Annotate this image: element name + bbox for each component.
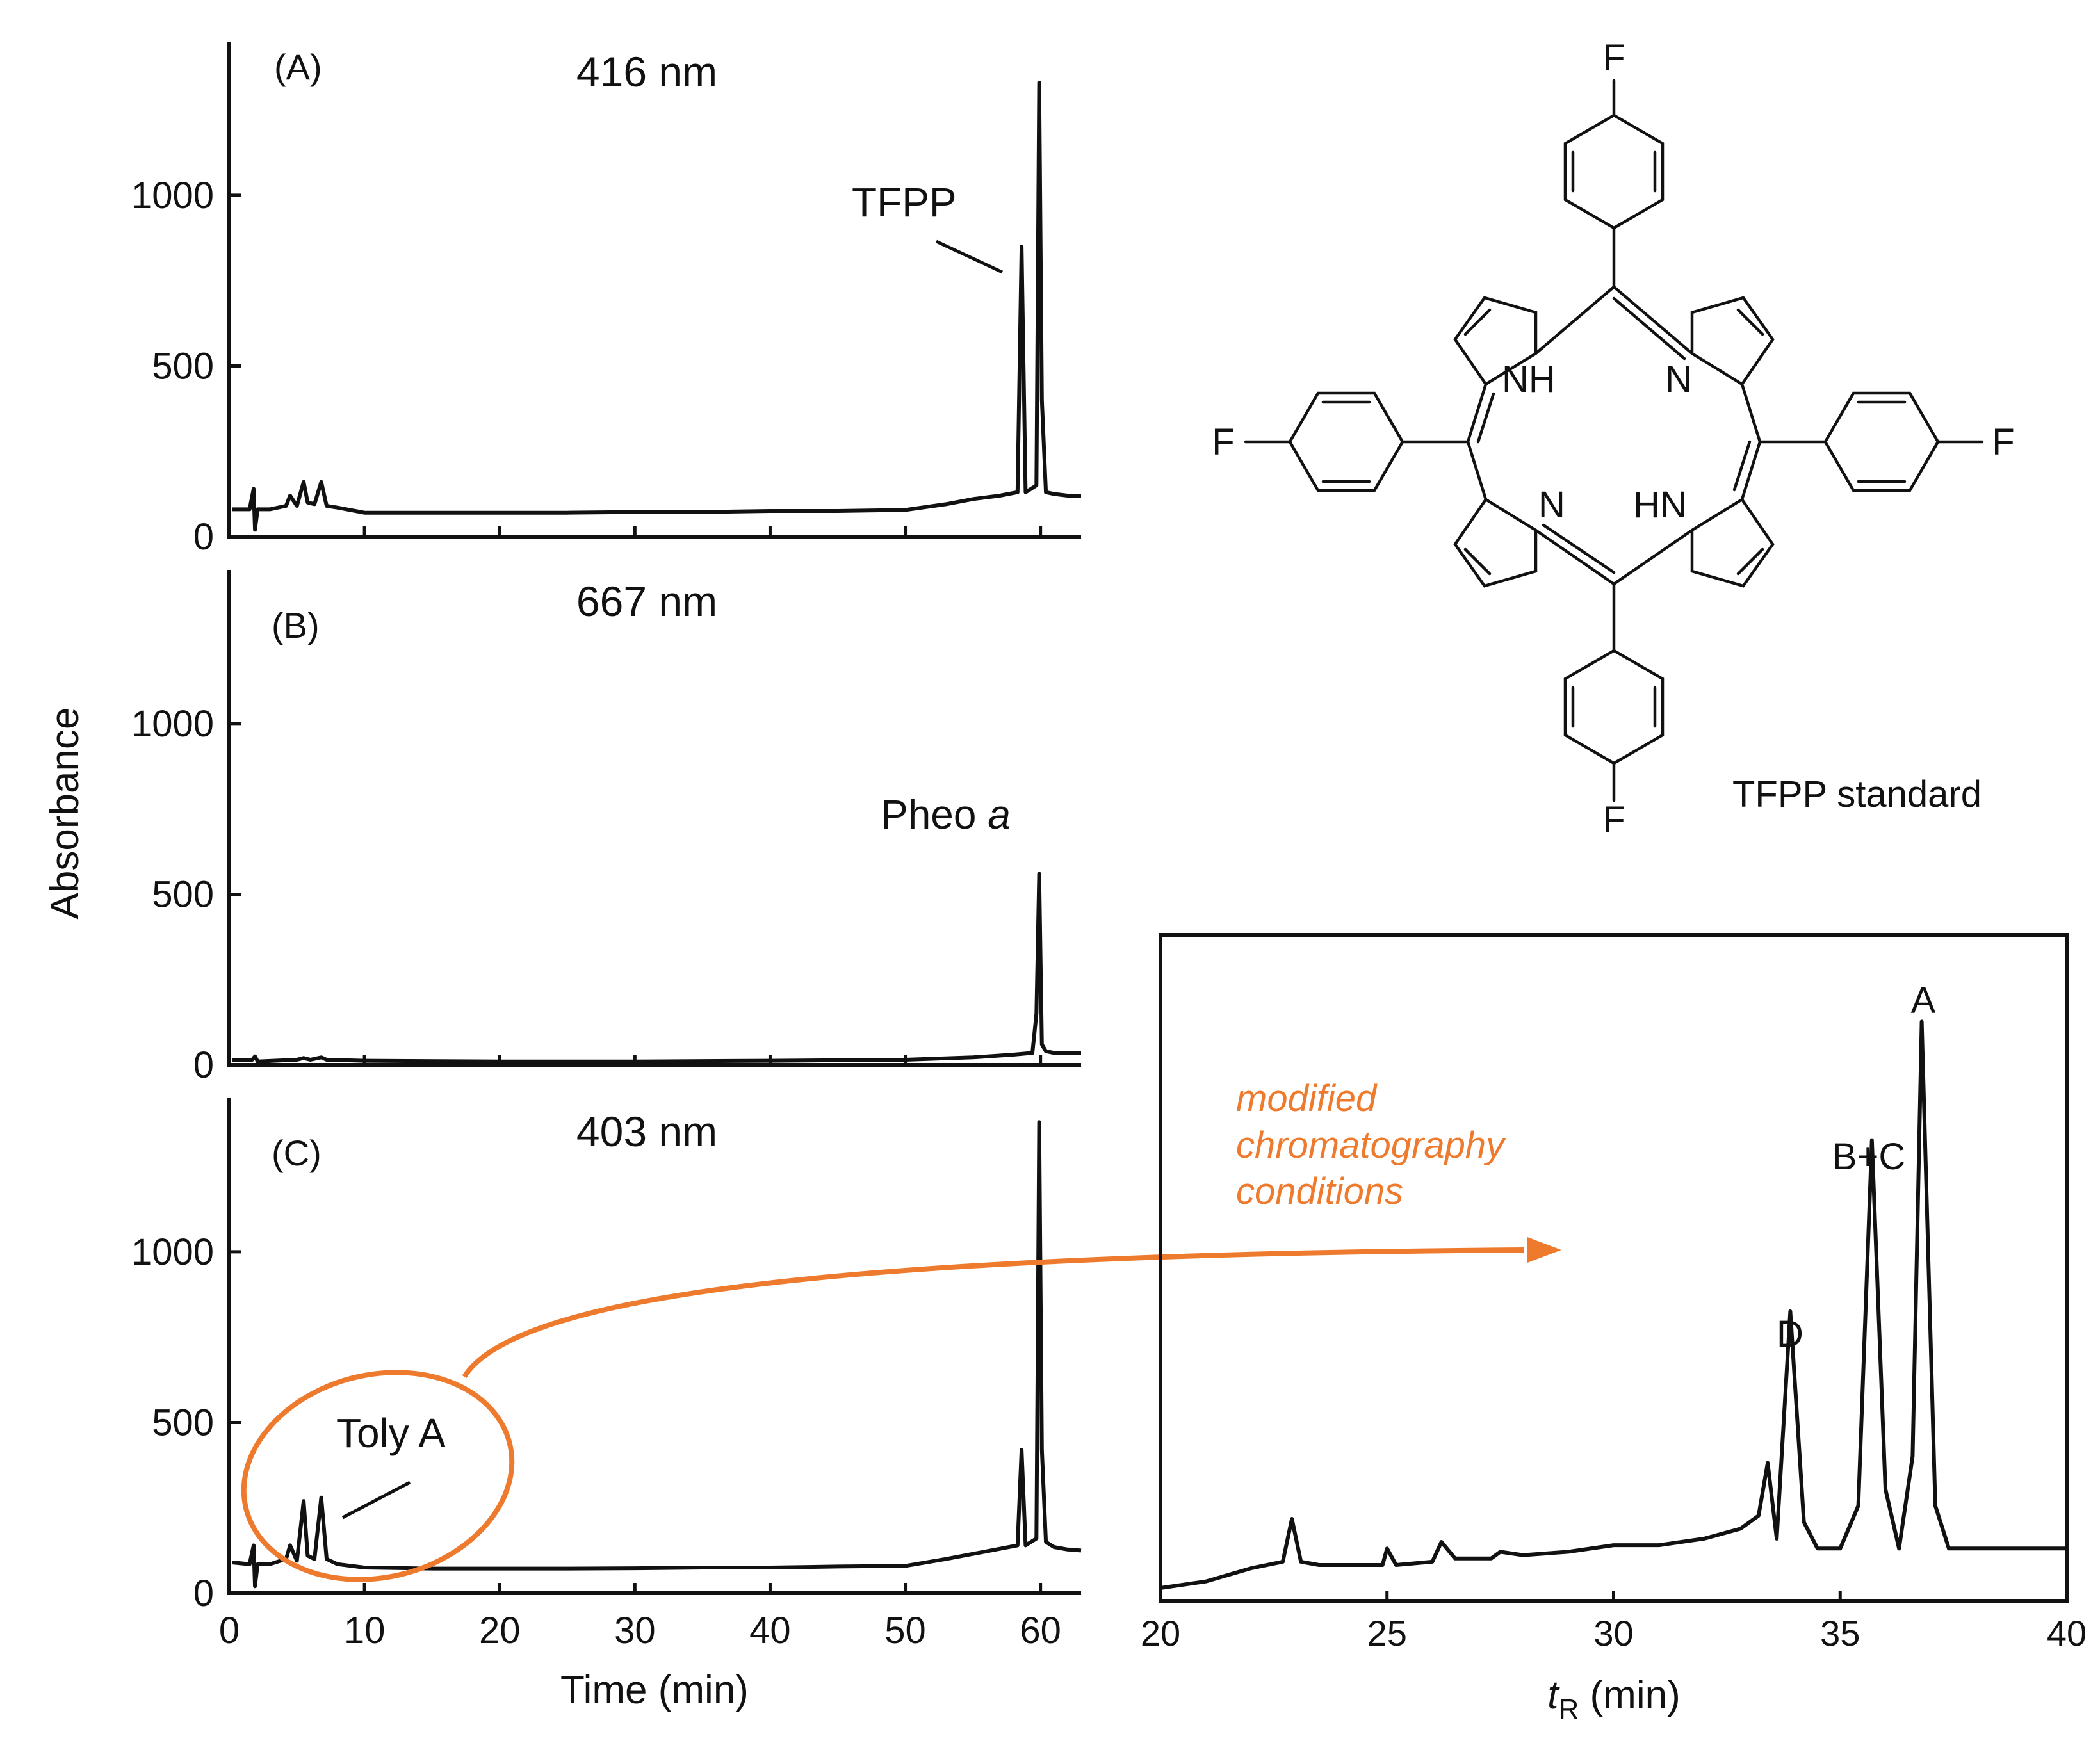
highlight-annotation: modified chromatography conditions: [241, 1078, 1561, 1582]
panel-c-ticks: 0 500 1000 0 10 20 30 40 50 60: [131, 1231, 1061, 1651]
inset-trace: [1160, 1019, 2067, 1590]
toly-peak-label: Toly A: [336, 1410, 446, 1456]
pyrrole-bottom-right: [1690, 498, 1775, 588]
panel-b-tag: (B): [272, 605, 320, 645]
inset-xtick-label-3: 35: [1820, 1613, 1860, 1653]
structure-caption: TFPP standard: [1732, 774, 1982, 815]
inset-peak-a: A: [1911, 980, 1936, 1021]
fluorine-bottom: F: [1602, 799, 1625, 841]
phenyl-ring-left: [1288, 391, 1404, 492]
panel-c-xtick-label-6: 60: [1020, 1610, 1061, 1651]
fluorine-right: F: [1992, 421, 2014, 463]
tfpp-structure: F F F F NH N N HN TFPP standard: [1212, 37, 2014, 841]
nitrogen-nh-top-left: NH: [1502, 359, 1556, 400]
panel-c-axes: [227, 1098, 1081, 1595]
x-axis-title: Time (min): [560, 1668, 749, 1712]
pheo-peak-label-italic: a: [988, 791, 1011, 838]
panel-b-ytick-label-1: 500: [152, 873, 214, 915]
inset-frame: [1159, 933, 2069, 1603]
phenyl-ring-top: [1563, 113, 1665, 230]
inset-ticks: 20 25 30 35 40: [1141, 1591, 2087, 1653]
panel-b-ytick-label-2: 1000: [131, 703, 214, 745]
inset-x-title-unit: (min): [1579, 1673, 1680, 1717]
panel-a-ytick-label-1: 500: [152, 345, 214, 387]
panel-a-tag: (A): [274, 47, 322, 87]
panel-a-trace: [232, 81, 1081, 532]
highlight-arrow-curve: [462, 1247, 1525, 1379]
panel-c-xtick-label-1: 10: [344, 1610, 386, 1651]
panel-b-trace: [232, 872, 1081, 1064]
fluorine-left: F: [1212, 421, 1234, 463]
inset-chart: 20 25 30 35 40 D B+C A tR (min): [1141, 933, 2087, 1725]
nitrogen-n-top-right: N: [1665, 359, 1692, 400]
panel-a-ticks: 0 500 1000: [131, 175, 1043, 558]
panel-c-xtick-label-4: 40: [749, 1610, 791, 1651]
panel-b-wavelength: 667 nm: [576, 578, 717, 625]
phenyl-ring-right: [1823, 391, 1940, 492]
inset-xtick-label-1: 25: [1367, 1613, 1407, 1653]
panel-a-ytick-label-2: 1000: [131, 175, 214, 216]
inset-peak-bc: B+C: [1832, 1136, 1905, 1178]
nitrogen-hn-bottom-right: HN: [1633, 484, 1687, 526]
annotation-line-2: chromatography: [1236, 1124, 1506, 1166]
toly-leader-line: [341, 1480, 411, 1520]
pyrrole-top-right: [1690, 296, 1775, 386]
panel-b: (B) 667 nm 0 500 1000 Pheo a: [131, 570, 1081, 1086]
toly-highlight-ellipse: [241, 1370, 515, 1582]
inset-peak-d: D: [1777, 1313, 1803, 1355]
panel-c-wavelength: 403 nm: [576, 1108, 717, 1155]
nitrogen-n-bottom-left: N: [1538, 484, 1565, 526]
pheo-peak-label-main: Pheo: [881, 791, 988, 838]
y-axis-title: Absorbance: [43, 708, 87, 920]
inset-xtick-label-2: 30: [1593, 1613, 1633, 1653]
panel-c-ytick-label-2: 1000: [131, 1231, 214, 1273]
panel-b-ytick-label-0: 0: [193, 1044, 214, 1086]
panel-c-xtick-label-2: 20: [479, 1610, 521, 1651]
panel-a: (A) 416 nm 0 500 1000 TFPP: [131, 42, 1081, 558]
tfpp-peak-label: TFPP: [852, 179, 957, 225]
panel-c-axis-lines: [227, 1098, 1081, 1595]
tfpp-leader-line: [935, 239, 1004, 274]
inset-x-title-sub: R: [1559, 1694, 1579, 1725]
tfpp-structure-bonds: [1244, 79, 1984, 802]
panel-a-wavelength: 416 nm: [576, 48, 717, 95]
panel-c-ytick-label-1: 500: [152, 1402, 214, 1443]
panel-b-ticks: 0 500 1000: [131, 703, 1043, 1086]
phenyl-ring-bottom: [1563, 649, 1665, 765]
highlight-arrow-head: [1527, 1237, 1561, 1263]
panel-a-axis-lines: [227, 42, 1081, 539]
pheo-peak-label: Pheo a: [881, 791, 1011, 838]
inset-xtick-label-4: 40: [2047, 1613, 2087, 1653]
pyrrole-top-left: [1453, 296, 1538, 386]
inset-x-axis-title: tR (min): [1547, 1673, 1680, 1725]
panel-c-xtick-label-0: 0: [219, 1610, 240, 1651]
fluorine-top: F: [1602, 37, 1625, 79]
inset-xtick-label-0: 20: [1141, 1613, 1180, 1653]
annotation-line-1: modified: [1236, 1078, 1378, 1119]
panel-a-ytick-label-0: 0: [193, 516, 214, 558]
pyrrole-bottom-left: [1453, 498, 1538, 588]
panel-c-xtick-label-3: 30: [614, 1610, 656, 1651]
panel-c-ytick-label-0: 0: [193, 1573, 214, 1614]
panel-c-tag: (C): [272, 1133, 322, 1173]
panel-a-axes: [227, 42, 1081, 539]
panel-c-xtick-label-5: 50: [884, 1610, 926, 1651]
inset-x-title-t: t: [1547, 1673, 1560, 1717]
panel-c-trace: [231, 1120, 1082, 1589]
panel-c: (C) 403 nm 0 500 1000 0 10 20 30 40 50 60 Toly A: [131, 1098, 1082, 1651]
annotation-line-3: conditions: [1236, 1171, 1403, 1212]
